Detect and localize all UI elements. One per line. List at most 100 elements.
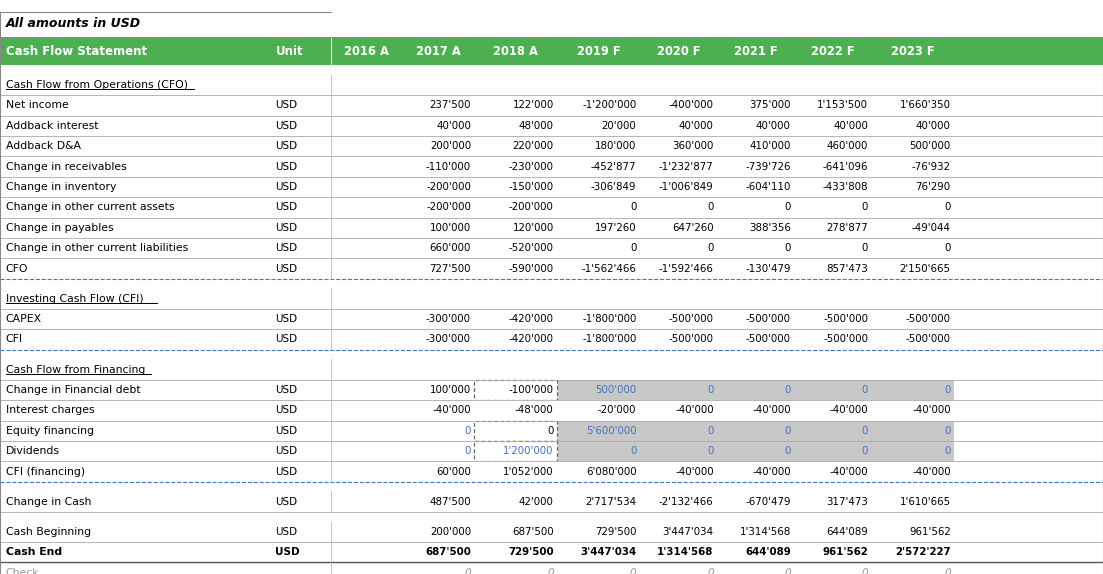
Text: 200'000: 200'000 — [430, 141, 471, 151]
Text: -452'877: -452'877 — [591, 161, 636, 172]
Text: Investing Cash Flow (CFI): Investing Cash Flow (CFI) — [6, 294, 143, 304]
Bar — [0, 441, 1103, 461]
Text: -420'000: -420'000 — [508, 335, 554, 344]
Text: Change in receivables: Change in receivables — [6, 161, 126, 172]
Text: 857'473: 857'473 — [826, 263, 868, 274]
Text: 3'447'034: 3'447'034 — [580, 547, 636, 557]
Bar — [717, 441, 794, 461]
Text: USD: USD — [275, 100, 297, 110]
Text: 460'000: 460'000 — [826, 141, 868, 151]
Text: Cash Flow Statement: Cash Flow Statement — [6, 45, 147, 58]
Text: Cash End: Cash End — [6, 547, 62, 557]
Text: 2021 F: 2021 F — [733, 45, 778, 58]
Bar — [0, 258, 1103, 279]
Text: 5'600'000: 5'600'000 — [586, 426, 636, 436]
Bar — [557, 441, 640, 461]
Text: -433'808: -433'808 — [823, 182, 868, 192]
Text: -306'849: -306'849 — [591, 182, 636, 192]
Bar — [0, 177, 1103, 197]
Text: Change in other current liabilities: Change in other current liabilities — [6, 243, 188, 253]
Bar — [0, 136, 1103, 156]
Text: 660'000: 660'000 — [429, 243, 471, 253]
Text: 0: 0 — [464, 426, 471, 436]
Bar — [0, 156, 1103, 177]
Text: 2018 A: 2018 A — [493, 45, 538, 58]
Text: -2'132'466: -2'132'466 — [658, 497, 714, 507]
Text: 0: 0 — [944, 243, 951, 253]
Text: -590'000: -590'000 — [508, 263, 554, 274]
Text: -500'000: -500'000 — [668, 314, 714, 324]
Text: 76'290: 76'290 — [915, 182, 951, 192]
Text: 0: 0 — [784, 203, 791, 212]
Bar — [0, 115, 1103, 136]
Text: 500'000: 500'000 — [596, 385, 636, 395]
Text: -76'932: -76'932 — [912, 161, 951, 172]
Bar — [0, 289, 1103, 309]
Text: 180'000: 180'000 — [595, 141, 636, 151]
Text: 40'000: 40'000 — [756, 121, 791, 131]
Text: -40'000: -40'000 — [752, 405, 791, 416]
Bar — [0, 461, 1103, 482]
Text: -300'000: -300'000 — [426, 314, 471, 324]
Text: 0: 0 — [784, 426, 791, 436]
Text: -604'110: -604'110 — [746, 182, 791, 192]
Text: 1'660'350: 1'660'350 — [900, 100, 951, 110]
Bar — [0, 542, 1103, 563]
Text: USD: USD — [275, 182, 297, 192]
Text: 0: 0 — [464, 568, 471, 574]
Text: 0: 0 — [861, 568, 868, 574]
Text: 0: 0 — [707, 243, 714, 253]
Bar — [474, 421, 557, 441]
Text: 2020 F: 2020 F — [656, 45, 700, 58]
Text: -40'000: -40'000 — [829, 467, 868, 476]
Text: 644'089: 644'089 — [826, 527, 868, 537]
Text: USD: USD — [275, 243, 297, 253]
Text: 2016 A: 2016 A — [344, 45, 389, 58]
Bar — [0, 491, 1103, 512]
Text: -1'200'000: -1'200'000 — [582, 100, 636, 110]
Text: -500'000: -500'000 — [746, 335, 791, 344]
Text: 500'000: 500'000 — [910, 141, 951, 151]
Text: -1'006'849: -1'006'849 — [658, 182, 714, 192]
Text: -1'562'466: -1'562'466 — [581, 263, 636, 274]
Text: 687'500: 687'500 — [425, 547, 471, 557]
Text: 1'153'500: 1'153'500 — [817, 100, 868, 110]
Text: -40'000: -40'000 — [675, 467, 714, 476]
Text: 0: 0 — [944, 385, 951, 395]
Text: -40'000: -40'000 — [752, 467, 791, 476]
Bar — [717, 380, 794, 400]
Text: 0: 0 — [630, 568, 636, 574]
Text: 0: 0 — [944, 426, 951, 436]
Text: 0: 0 — [944, 568, 951, 574]
Bar — [640, 441, 717, 461]
Text: -150'000: -150'000 — [508, 182, 554, 192]
Text: 100'000: 100'000 — [430, 223, 471, 232]
Text: Addback interest: Addback interest — [6, 121, 98, 131]
Bar — [0, 563, 1103, 574]
Text: 0: 0 — [464, 446, 471, 456]
Text: -400'000: -400'000 — [668, 100, 714, 110]
Text: -130'479: -130'479 — [746, 263, 791, 274]
Bar — [0, 309, 1103, 329]
Text: 0: 0 — [784, 385, 791, 395]
Text: 6'080'000: 6'080'000 — [586, 467, 636, 476]
Text: -1'800'000: -1'800'000 — [582, 335, 636, 344]
Text: 0: 0 — [861, 385, 868, 395]
Text: -49'044: -49'044 — [912, 223, 951, 232]
Text: Change in other current assets: Change in other current assets — [6, 203, 174, 212]
Text: Change in inventory: Change in inventory — [6, 182, 116, 192]
Text: 197'260: 197'260 — [595, 223, 636, 232]
Text: 20'000: 20'000 — [601, 121, 636, 131]
Text: 0: 0 — [707, 446, 714, 456]
Text: -110'000: -110'000 — [426, 161, 471, 172]
Bar — [0, 75, 1103, 95]
Text: 0: 0 — [630, 203, 636, 212]
Text: 1'052'000: 1'052'000 — [503, 467, 554, 476]
Text: 360'000: 360'000 — [672, 141, 714, 151]
Bar — [557, 380, 640, 400]
Text: USD: USD — [275, 314, 297, 324]
Text: -420'000: -420'000 — [508, 314, 554, 324]
Text: 2023 F: 2023 F — [891, 45, 934, 58]
Text: USD: USD — [275, 161, 297, 172]
Text: -200'000: -200'000 — [426, 203, 471, 212]
